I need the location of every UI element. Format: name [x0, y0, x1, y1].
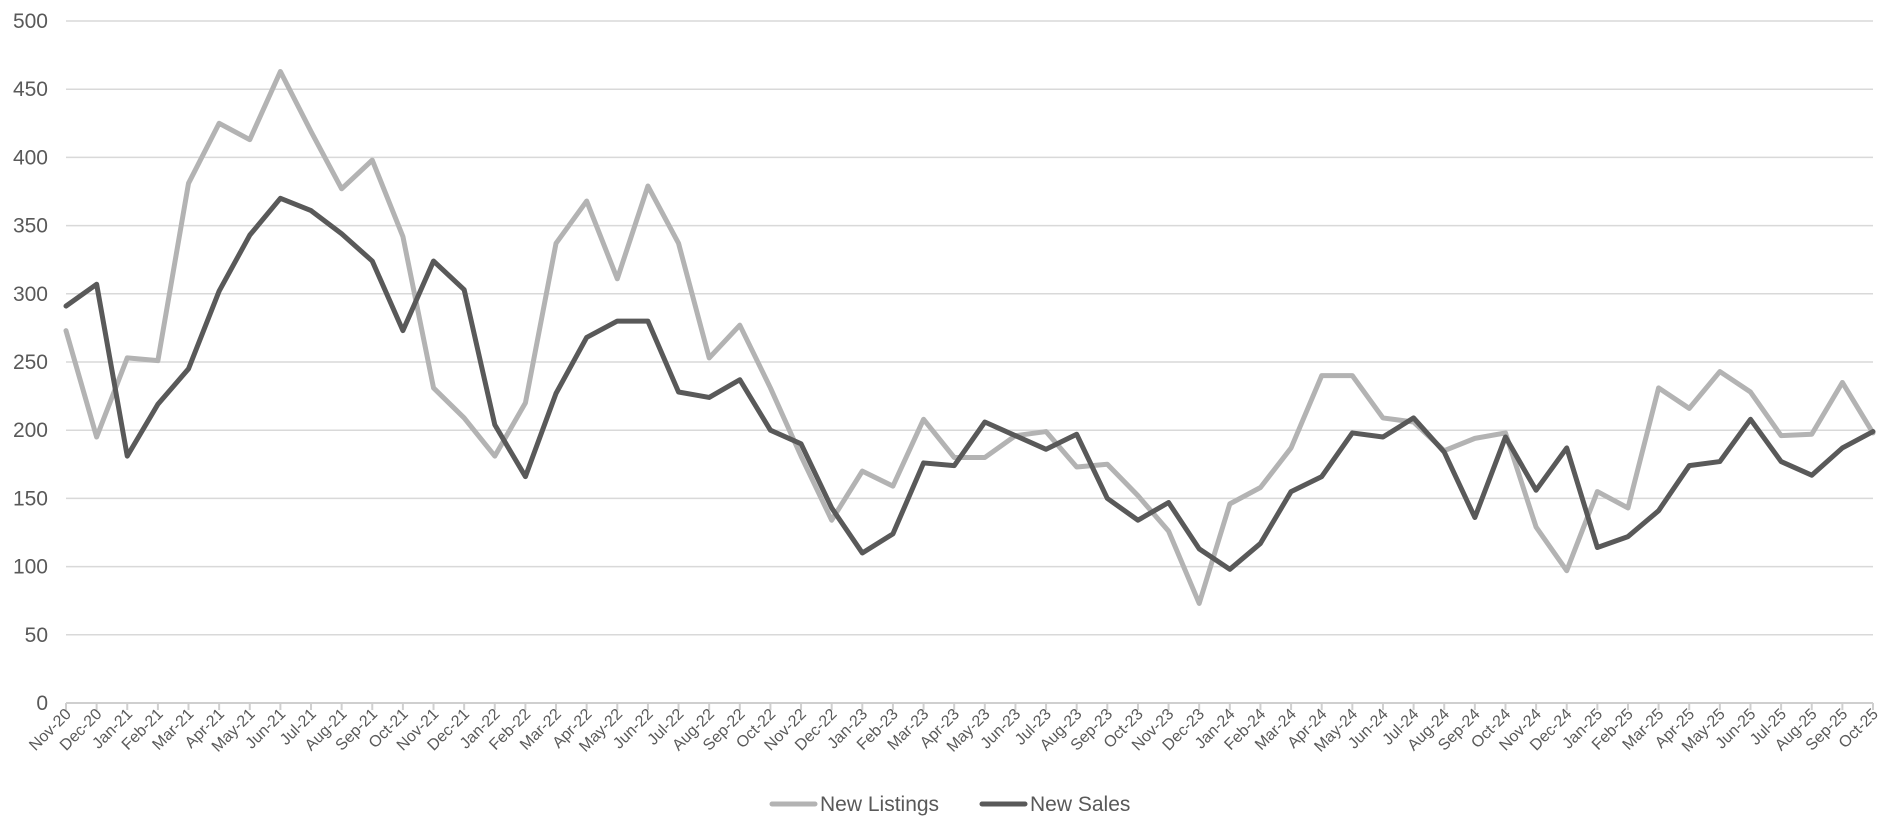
y-tick-label: 300: [13, 283, 48, 306]
series-line-new-sales: [63, 195, 1876, 572]
legend-label-new-sales: New Sales: [1030, 793, 1130, 816]
y-tick-label: 450: [13, 78, 48, 101]
legend-item-new-sales: New Sales: [979, 793, 1130, 816]
legend-item-new-listings: New Listings: [769, 793, 939, 816]
series-line-new-listings: [63, 68, 1876, 606]
y-tick-label: 350: [13, 215, 48, 238]
legend-label-new-listings: New Listings: [820, 793, 939, 816]
y-tick-label: 150: [13, 487, 48, 510]
y-tick-label: 100: [13, 556, 48, 579]
series-lines: [63, 68, 1876, 606]
legend: New Listings New Sales: [769, 793, 1130, 816]
y-tick-label: 500: [13, 10, 48, 33]
y-tick-label: 0: [36, 692, 48, 715]
gridlines: [66, 20, 1873, 704]
y-tick-label: 250: [13, 351, 48, 374]
x-axis-ticks: Nov-20Dec-20Jan-21Feb-21Mar-21Apr-21May-…: [26, 703, 1882, 756]
y-tick-label: 200: [13, 419, 48, 442]
y-tick-label: 400: [13, 146, 48, 169]
y-tick-label: 50: [25, 624, 48, 647]
y-axis-ticks: 0 50 100 150 200 250 300 350 400 450 500: [13, 10, 48, 715]
